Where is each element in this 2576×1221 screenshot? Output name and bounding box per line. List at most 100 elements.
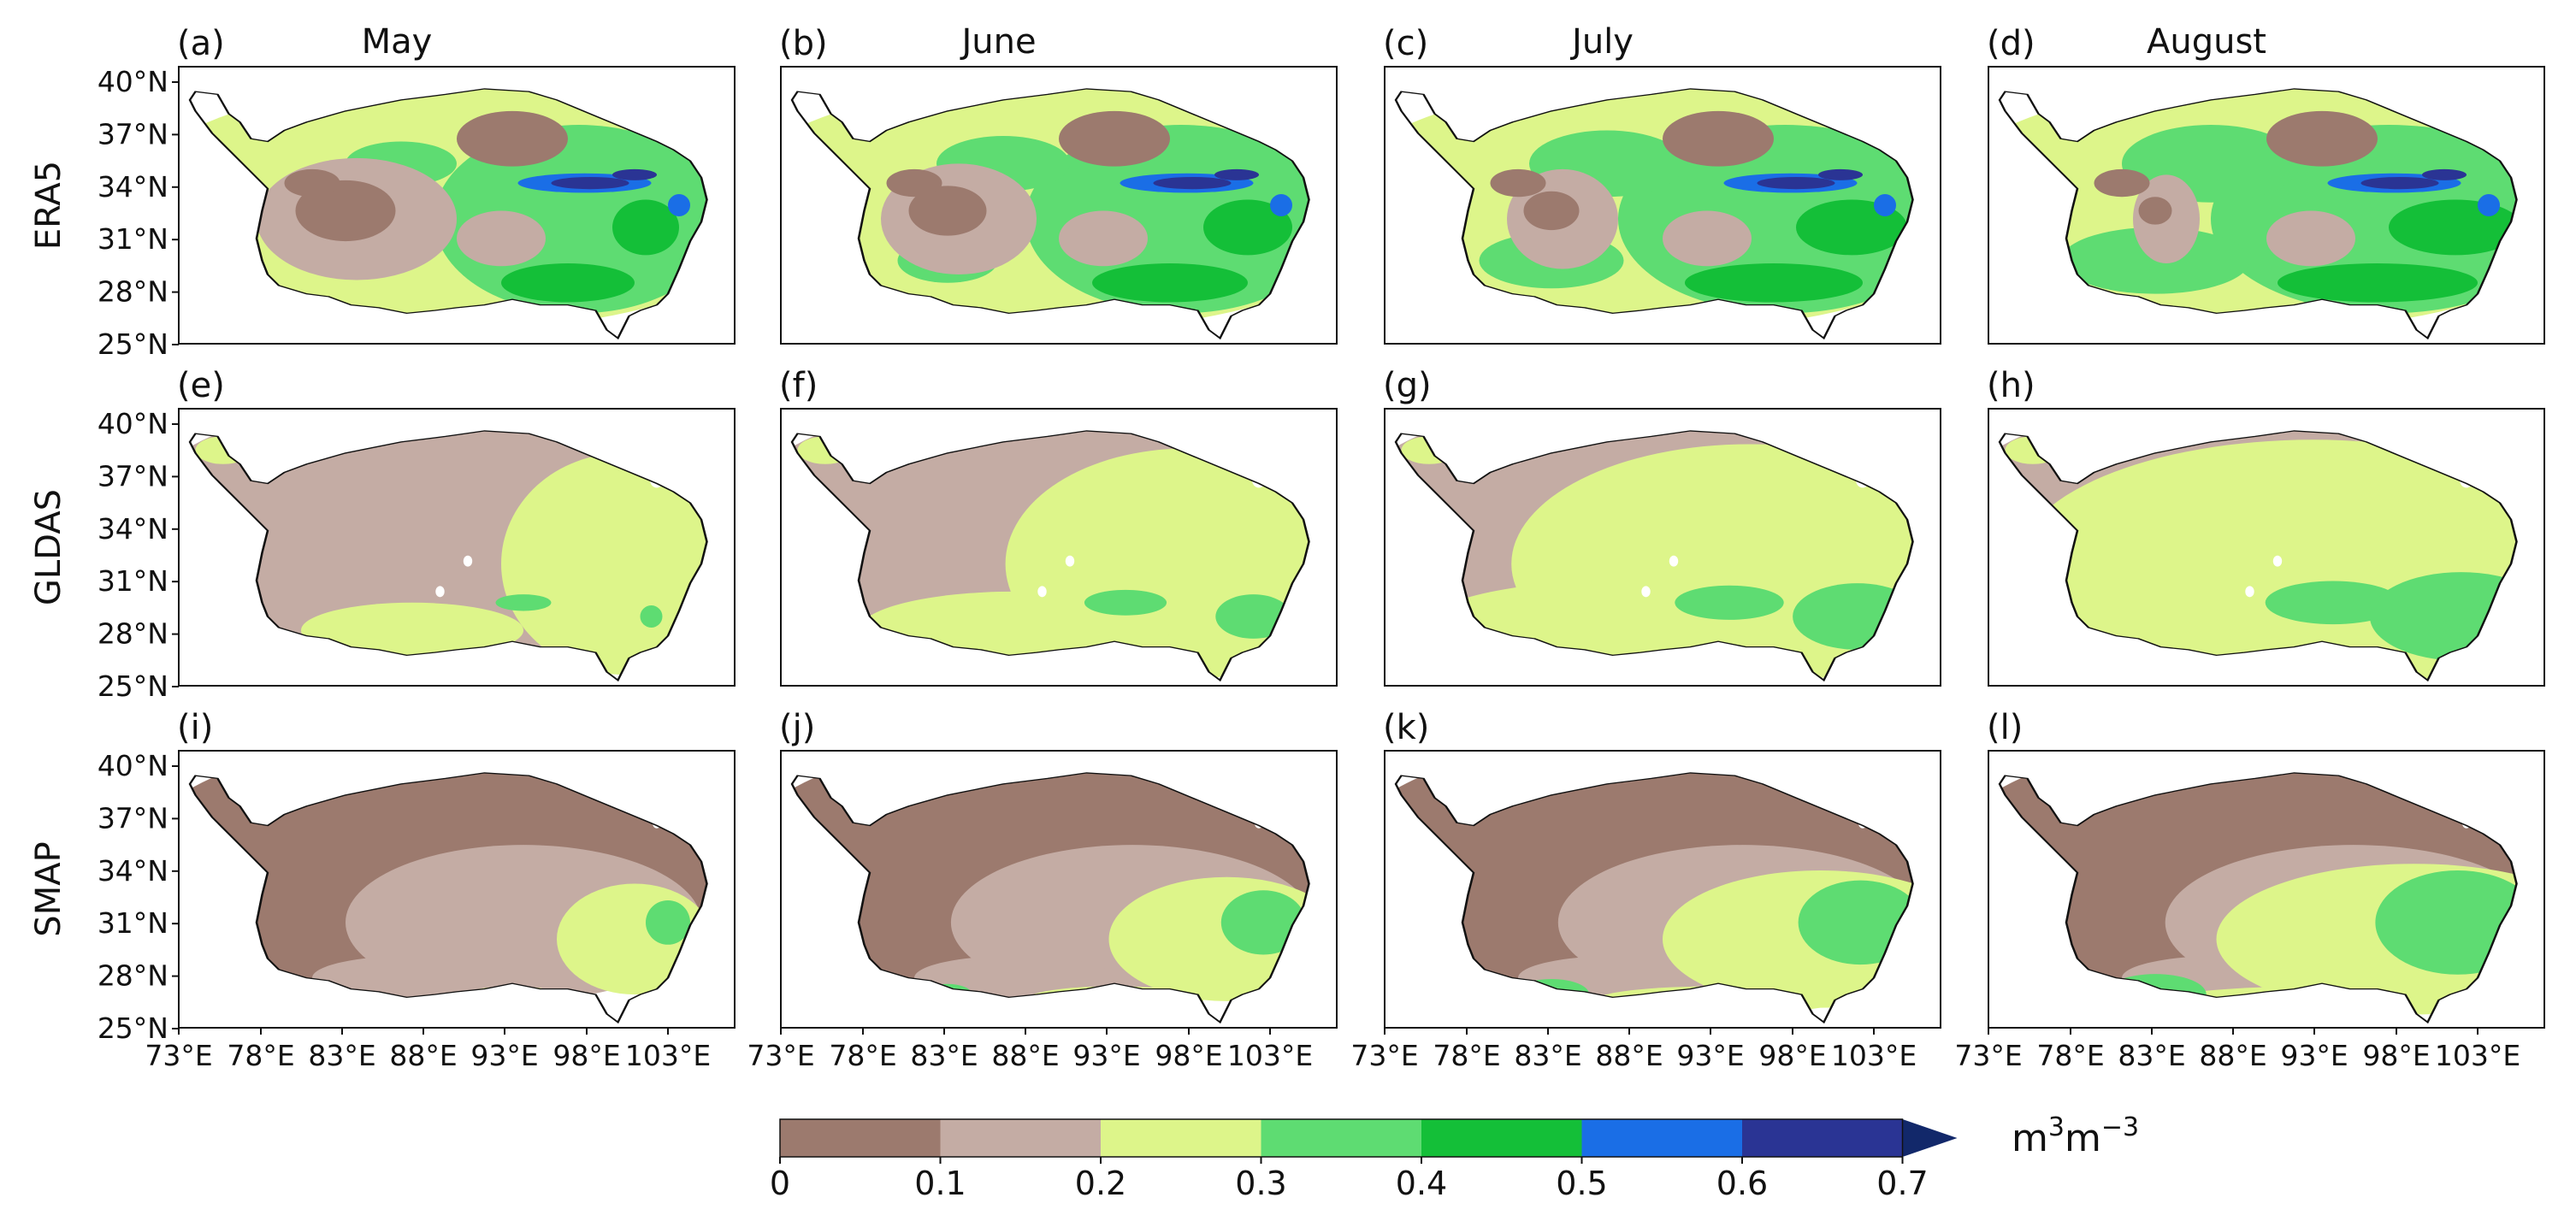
map-panel: (c)July [1329, 22, 1996, 344]
lon-tick-label: 98°E [552, 1039, 620, 1072]
map-region [887, 169, 942, 197]
map-region [1641, 586, 1650, 597]
lon-tick-label: 93°E [470, 1039, 538, 1072]
panel-label: (k) [1383, 708, 1429, 747]
map-region [552, 177, 629, 189]
map-region [2273, 556, 2282, 567]
map-region [1818, 169, 1863, 180]
map-region [1214, 169, 1259, 180]
lat-tick-label: 34°N [97, 854, 168, 888]
colorbar-segment [780, 1119, 941, 1157]
lat-tick-label: 37°N [97, 801, 168, 835]
map-region [435, 586, 444, 597]
lat-tick-label: 25°N [97, 327, 168, 361]
lon-tick-label: 93°E [1072, 1039, 1140, 1072]
lon-tick-label: 98°E [1155, 1039, 1222, 1072]
colorbar-segment [1421, 1119, 1582, 1157]
map-region [2266, 111, 2378, 167]
map-region [2478, 194, 2500, 216]
lon-tick-label: 83°E [910, 1039, 978, 1072]
row-label: GLDAS [29, 489, 68, 605]
panel-label: (e) [177, 366, 225, 405]
colorbar-tick-label: 0.3 [1235, 1165, 1286, 1202]
lon-tick-label: 88°E [1595, 1039, 1663, 1072]
map-region [2266, 210, 2355, 266]
map-region [2139, 197, 2172, 224]
map-region [668, 194, 690, 216]
lon-tick-label: 83°E [1514, 1039, 1581, 1072]
colorbar-tick-label: 0.2 [1075, 1165, 1126, 1202]
panel-grid: (a)MayERA540°N37°N34°N31°N28°N25°N(b)Jun… [29, 22, 2576, 1072]
map-panel: (g) [1329, 366, 1988, 686]
colorbar-segment [1582, 1119, 1743, 1157]
map-panel: (b)June [725, 22, 1392, 344]
lon-tick-label: 103°E [1227, 1039, 1313, 1072]
lon-tick-label: 73°E [747, 1039, 814, 1072]
lat-tick-label: 40°N [97, 749, 168, 782]
map-region [1675, 586, 1783, 620]
lon-tick-label: 103°E [625, 1039, 711, 1072]
map-region [2422, 169, 2467, 180]
map-region [1874, 194, 1896, 216]
map-region [457, 111, 568, 167]
lon-tick-label: 78°E [829, 1039, 896, 1072]
map-region [1663, 210, 1752, 266]
lon-tick-label: 98°E [1758, 1039, 1826, 1072]
map-region [464, 556, 472, 567]
map-region [2278, 263, 2478, 302]
map-region [612, 169, 657, 180]
map-panel: (f) [725, 366, 1366, 686]
lat-tick-label: 28°N [97, 959, 168, 993]
colorbar-segment [941, 1119, 1102, 1157]
map-region [501, 263, 635, 302]
month-title: August [2147, 22, 2266, 62]
panel-label: (j) [779, 708, 815, 747]
row-label: SMAP [29, 841, 68, 936]
colorbar-tick-label: 0.5 [1556, 1165, 1607, 1202]
lat-tick-label: 28°N [97, 275, 168, 309]
lat-tick-label: 28°N [97, 617, 168, 651]
colorbar-extend-arrow [1903, 1119, 1958, 1157]
lon-tick-label: 88°E [389, 1039, 457, 1072]
map-panel: (d)August [1933, 22, 2576, 344]
panel-label: (i) [177, 708, 213, 747]
map-region [2361, 177, 2439, 189]
colorbar-tick-label: 0.4 [1396, 1165, 1447, 1202]
lon-tick-label: 83°E [2118, 1039, 2185, 1072]
panel-label: (f) [779, 366, 818, 405]
colorbar-segment [1101, 1119, 1261, 1157]
panel-label: (c) [1383, 24, 1428, 63]
map-region [1270, 194, 1292, 216]
lon-tick-label: 73°E [145, 1039, 212, 1072]
lat-tick-label: 40°N [97, 65, 168, 98]
lon-tick-label: 78°E [1433, 1039, 1500, 1072]
panel-label: (a) [177, 24, 225, 63]
map-region [1066, 556, 1074, 567]
map-region [1059, 210, 1148, 266]
colorbar-segment [1742, 1119, 1903, 1157]
row-label: ERA5 [29, 161, 68, 250]
panel-label: (b) [779, 24, 828, 63]
map-region [1084, 590, 1167, 616]
lat-tick-label: 34°N [97, 170, 168, 204]
map-region [1037, 586, 1046, 597]
lat-tick-label: 34°N [97, 512, 168, 546]
map-region [1685, 263, 1863, 302]
map-region [1669, 556, 1678, 567]
panel-label: (g) [1383, 366, 1432, 405]
lat-tick-label: 31°N [97, 564, 168, 598]
colorbar-unit: m3m−3 [2012, 1112, 2139, 1160]
lon-tick-label: 88°E [991, 1039, 1059, 1072]
lat-tick-label: 37°N [97, 117, 168, 150]
map-region [1663, 111, 1774, 167]
lat-tick-label: 31°N [97, 222, 168, 256]
lat-tick-label: 37°N [97, 459, 168, 493]
lat-tick-label: 31°N [97, 906, 168, 940]
